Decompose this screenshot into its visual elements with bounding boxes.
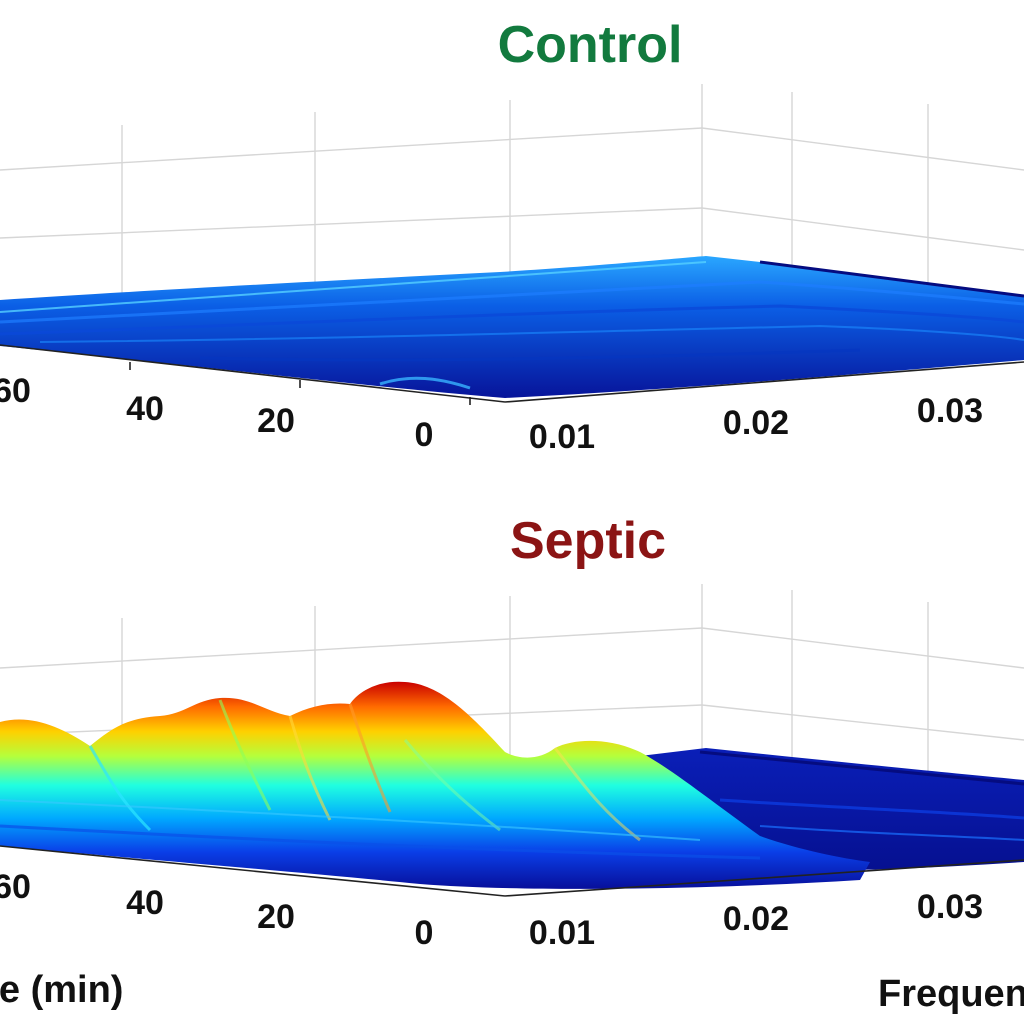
control-time-ticks: 60 40 20 0 xyxy=(0,372,433,454)
control-freq-tick: 0.03 xyxy=(917,392,983,430)
septic-freq-tick: 0.02 xyxy=(723,900,789,938)
septic-surface xyxy=(0,681,1024,889)
control-freq-tick: 0.02 xyxy=(723,404,789,442)
time-axis-label: Time (min) xyxy=(0,969,123,1011)
septic-freq-tick: 0.03 xyxy=(917,888,983,926)
control-time-tick: 40 xyxy=(126,390,164,428)
septic-panel: Septic xyxy=(0,512,1024,952)
control-time-tick: 0 xyxy=(415,416,434,454)
control-panel: Control xyxy=(0,16,1024,456)
septic-time-tick: 20 xyxy=(257,898,295,936)
septic-time-tick: 40 xyxy=(126,884,164,922)
septic-axes xyxy=(0,845,1024,897)
control-title: Control xyxy=(498,16,683,74)
septic-freq-tick: 0.01 xyxy=(529,914,595,952)
septic-time-tick: 0 xyxy=(415,914,434,952)
frequency-axis-label: Frequency xyxy=(878,973,1024,1015)
septic-title: Septic xyxy=(510,512,666,570)
control-freq-ticks: 0.01 0.02 0.03 xyxy=(529,392,983,456)
septic-freq-ticks: 0.01 0.02 0.03 xyxy=(529,888,983,952)
control-time-tick: 60 xyxy=(0,372,31,410)
control-surface xyxy=(0,256,1024,398)
control-freq-tick: 0.01 xyxy=(529,418,595,456)
septic-time-tick: 60 xyxy=(0,868,31,906)
septic-time-ticks: 60 40 20 0 xyxy=(0,868,433,952)
control-axes xyxy=(0,344,1024,405)
control-time-tick: 20 xyxy=(257,402,295,440)
